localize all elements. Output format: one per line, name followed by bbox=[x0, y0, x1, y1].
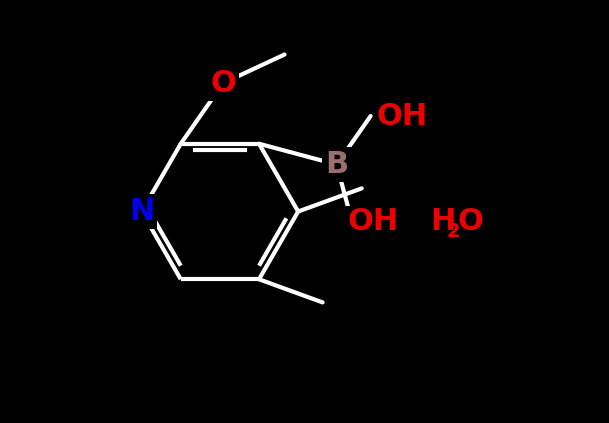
Text: OH: OH bbox=[348, 207, 399, 236]
Text: B: B bbox=[325, 150, 348, 179]
Text: O: O bbox=[210, 69, 236, 98]
Text: O: O bbox=[458, 207, 484, 236]
Text: 2: 2 bbox=[446, 222, 460, 241]
Text: H: H bbox=[430, 207, 456, 236]
Text: OH: OH bbox=[377, 102, 428, 131]
Text: N: N bbox=[129, 197, 154, 226]
